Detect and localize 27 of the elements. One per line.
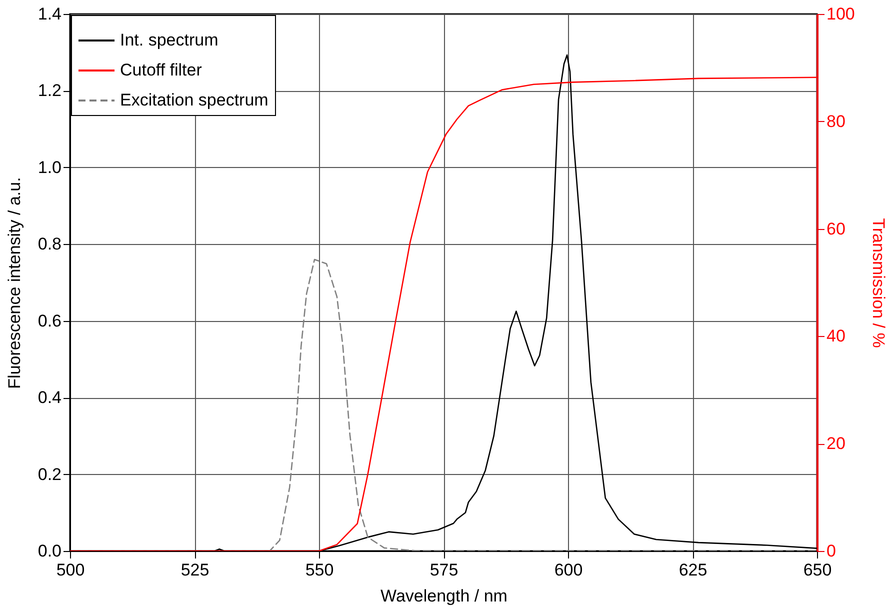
- y-tick-label: 0.6: [38, 311, 62, 330]
- y-tick-label: 0.4: [38, 388, 62, 408]
- y-tick-label: 0.0: [38, 542, 62, 560]
- y-tick-label: 0.8: [38, 234, 62, 254]
- x-tick-label: 575: [430, 560, 458, 580]
- x-tick-label: 650: [803, 560, 832, 580]
- y2-tick-label: 20: [826, 434, 846, 454]
- y-tick-label: 1.4: [38, 4, 62, 24]
- y-tick-label: 1.2: [38, 81, 62, 100]
- legend-label: Cutoff filter: [120, 60, 202, 80]
- x-tick-label: 550: [305, 560, 334, 580]
- x-tick-label: 600: [554, 560, 583, 580]
- x-tick-label: 625: [678, 560, 708, 580]
- x-tick-label: 500: [56, 560, 85, 580]
- y-axis-title: Fluorescence intensity / a.u.: [4, 177, 24, 389]
- y2-axis-title: Transmission / %: [868, 218, 888, 348]
- y-tick-label: 0.2: [38, 464, 62, 484]
- y-tick-label: 1.0: [38, 158, 62, 177]
- x-tick-label: 525: [180, 560, 210, 580]
- y2-tick-label: 80: [826, 112, 846, 131]
- legend-label: Excitation spectrum: [120, 90, 268, 110]
- legend-label: Int. spectrum: [120, 30, 218, 50]
- y2-tick-label: 60: [826, 219, 846, 238]
- y2-tick-label: 40: [826, 326, 846, 346]
- y2-tick-label: 0: [826, 542, 836, 560]
- y2-tick-label: 100: [826, 4, 855, 24]
- x-axis-title: Wavelength / nm: [380, 586, 508, 606]
